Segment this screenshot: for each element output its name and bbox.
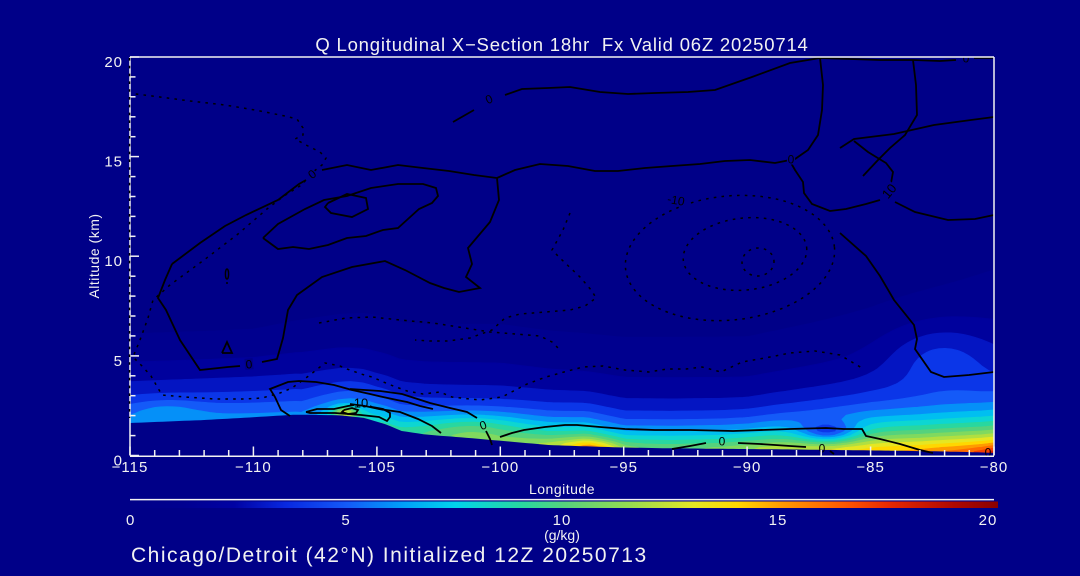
svg-text:0: 0 xyxy=(478,417,489,433)
svg-text:(g/kg): (g/kg) xyxy=(544,527,580,543)
svg-text:0: 0 xyxy=(126,512,135,529)
svg-text:0: 0 xyxy=(963,51,970,65)
svg-text:−110: −110 xyxy=(235,459,272,476)
svg-text:−80: −80 xyxy=(980,459,1008,476)
svg-text:−115: −115 xyxy=(112,459,149,476)
svg-text:0: 0 xyxy=(245,357,253,372)
svg-text:15: 15 xyxy=(769,512,788,529)
svg-text:-10: -10 xyxy=(666,192,686,209)
svg-text:−85: −85 xyxy=(856,459,884,476)
svg-text:0: 0 xyxy=(719,434,726,448)
svg-text:−95: −95 xyxy=(609,459,637,476)
svg-text:20: 20 xyxy=(979,512,998,529)
svg-text:0: 0 xyxy=(985,445,992,459)
svg-text:5: 5 xyxy=(114,353,123,370)
svg-text:Chicago/Detroit (42°N) Initial: Chicago/Detroit (42°N) Initialized 12Z 2… xyxy=(131,544,648,567)
svg-text:Q Longitudinal X−Section 18hr: Q Longitudinal X−Section 18hr Fx Valid 0… xyxy=(315,34,808,55)
svg-text:−100: −100 xyxy=(481,459,519,476)
svg-text:10: 10 xyxy=(553,512,572,529)
svg-text:Altitude (km): Altitude (km) xyxy=(86,213,102,298)
svg-text:15: 15 xyxy=(104,154,123,171)
svg-text:Longitude: Longitude xyxy=(529,481,595,497)
svg-text:0: 0 xyxy=(788,152,795,166)
svg-text:5: 5 xyxy=(341,512,350,529)
svg-text:10: 10 xyxy=(104,253,123,270)
svg-text:−90: −90 xyxy=(733,459,761,476)
svg-text:0: 0 xyxy=(114,453,123,470)
svg-text:−105: −105 xyxy=(358,459,396,476)
svg-text:20: 20 xyxy=(104,54,123,71)
svg-text:10: 10 xyxy=(354,396,368,411)
svg-text:0: 0 xyxy=(819,441,826,455)
